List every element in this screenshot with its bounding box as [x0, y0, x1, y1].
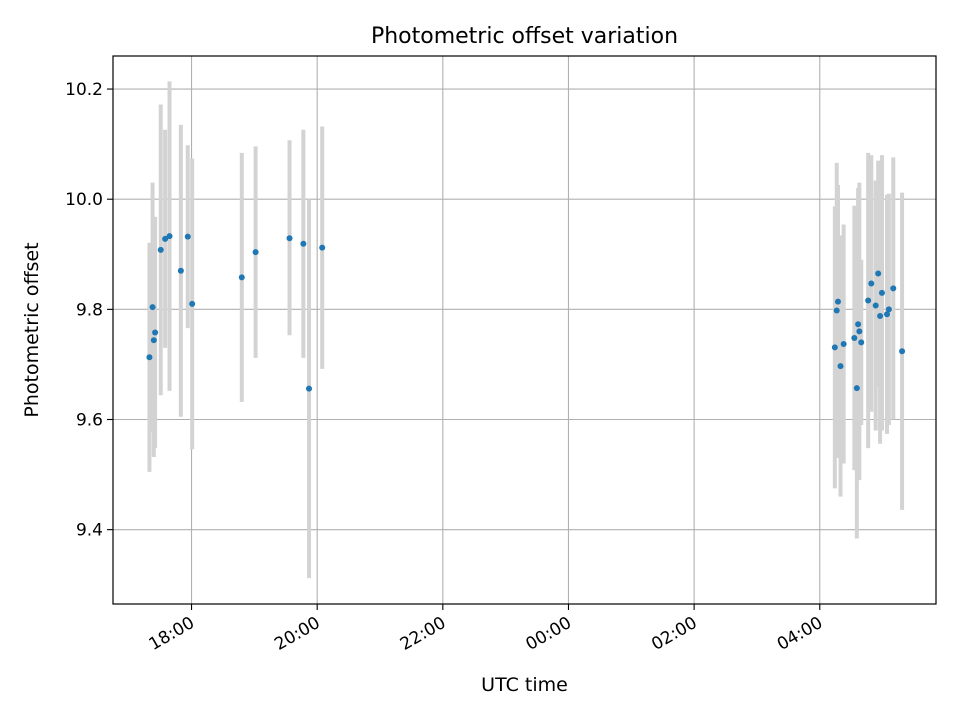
- data-point: [157, 246, 164, 253]
- data-point: [872, 302, 879, 309]
- y-tick-label: 9.8: [76, 300, 103, 320]
- data-point: [166, 233, 173, 240]
- data-point: [837, 363, 844, 370]
- chart-title: Photometric offset variation: [371, 24, 678, 49]
- data-point: [875, 270, 882, 277]
- data-points: [146, 233, 906, 392]
- x-tick-label: 22:00: [397, 613, 449, 655]
- data-point: [856, 328, 863, 335]
- x-tick-label: 18:00: [146, 613, 198, 655]
- data-point: [851, 334, 858, 341]
- data-point: [890, 285, 897, 292]
- data-point: [878, 289, 885, 296]
- data-point: [149, 304, 156, 311]
- data-point: [865, 297, 872, 304]
- data-point: [252, 249, 259, 256]
- data-point: [150, 337, 157, 344]
- data-point: [162, 235, 169, 242]
- data-point: [238, 274, 245, 281]
- y-axis-ticks: 9.4 9.6 9.8 10.0 10.2: [65, 80, 113, 541]
- y-tick-label: 9.4: [76, 521, 103, 541]
- data-point: [899, 348, 906, 355]
- x-tick-label: 02:00: [648, 613, 700, 655]
- x-axis-ticks: 18:00 20:00 22:00 00:00 02:00 04:00: [146, 604, 826, 655]
- data-point: [286, 235, 293, 242]
- data-point: [885, 306, 892, 313]
- data-point: [152, 329, 159, 336]
- data-point: [319, 244, 326, 251]
- x-axis-label: UTC time: [481, 674, 568, 696]
- data-point: [855, 321, 862, 328]
- data-point: [877, 312, 884, 319]
- data-point: [834, 298, 841, 305]
- data-point: [306, 385, 313, 392]
- y-tick-label: 9.6: [76, 410, 103, 430]
- data-point: [177, 267, 184, 274]
- y-tick-label: 10.0: [65, 190, 103, 210]
- data-point: [853, 385, 860, 392]
- y-axis-label: Photometric offset: [21, 242, 43, 417]
- y-tick-label: 10.2: [65, 80, 103, 100]
- data-point: [883, 311, 890, 318]
- data-point: [189, 300, 196, 307]
- x-tick-label: 04:00: [774, 613, 826, 655]
- plot-frame: [112, 55, 937, 605]
- data-point: [868, 280, 875, 287]
- data-point: [831, 344, 838, 351]
- x-tick-label: 00:00: [523, 613, 575, 655]
- data-point: [300, 240, 307, 247]
- data-point: [858, 339, 865, 346]
- grid-lines: [113, 56, 936, 604]
- data-point: [146, 354, 153, 361]
- data-point: [184, 233, 191, 240]
- x-tick-label: 20:00: [271, 613, 323, 655]
- error-bars: [147, 81, 905, 579]
- data-point: [833, 307, 840, 314]
- data-point: [840, 341, 847, 348]
